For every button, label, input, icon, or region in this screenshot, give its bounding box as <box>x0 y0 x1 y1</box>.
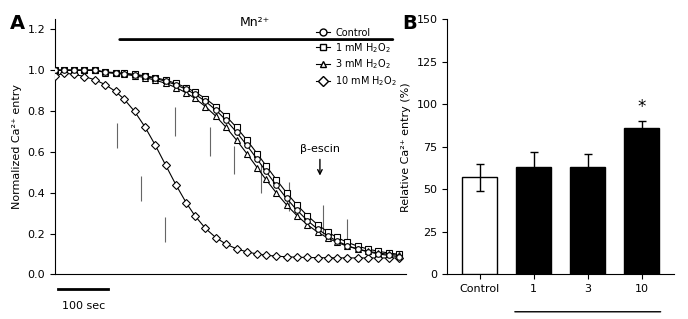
Legend: Control, 1 mM H$_2$O$_2$, 3 mM H$_2$O$_2$, 10 mM H$_2$O$_2$: Control, 1 mM H$_2$O$_2$, 3 mM H$_2$O$_2… <box>312 24 401 92</box>
Bar <box>462 177 497 274</box>
Bar <box>624 128 659 274</box>
Text: β-escin: β-escin <box>300 144 340 174</box>
Text: B: B <box>402 14 416 33</box>
Text: A: A <box>10 14 25 33</box>
Text: 100 sec: 100 sec <box>62 301 105 311</box>
Bar <box>570 167 605 274</box>
Bar <box>516 167 551 274</box>
Y-axis label: Normalized Ca²⁺ entry: Normalized Ca²⁺ entry <box>12 84 22 209</box>
Y-axis label: Relative Ca²⁺ entry (%): Relative Ca²⁺ entry (%) <box>401 82 411 211</box>
Text: *: * <box>638 98 646 116</box>
Text: Mn²⁺: Mn²⁺ <box>239 16 270 29</box>
